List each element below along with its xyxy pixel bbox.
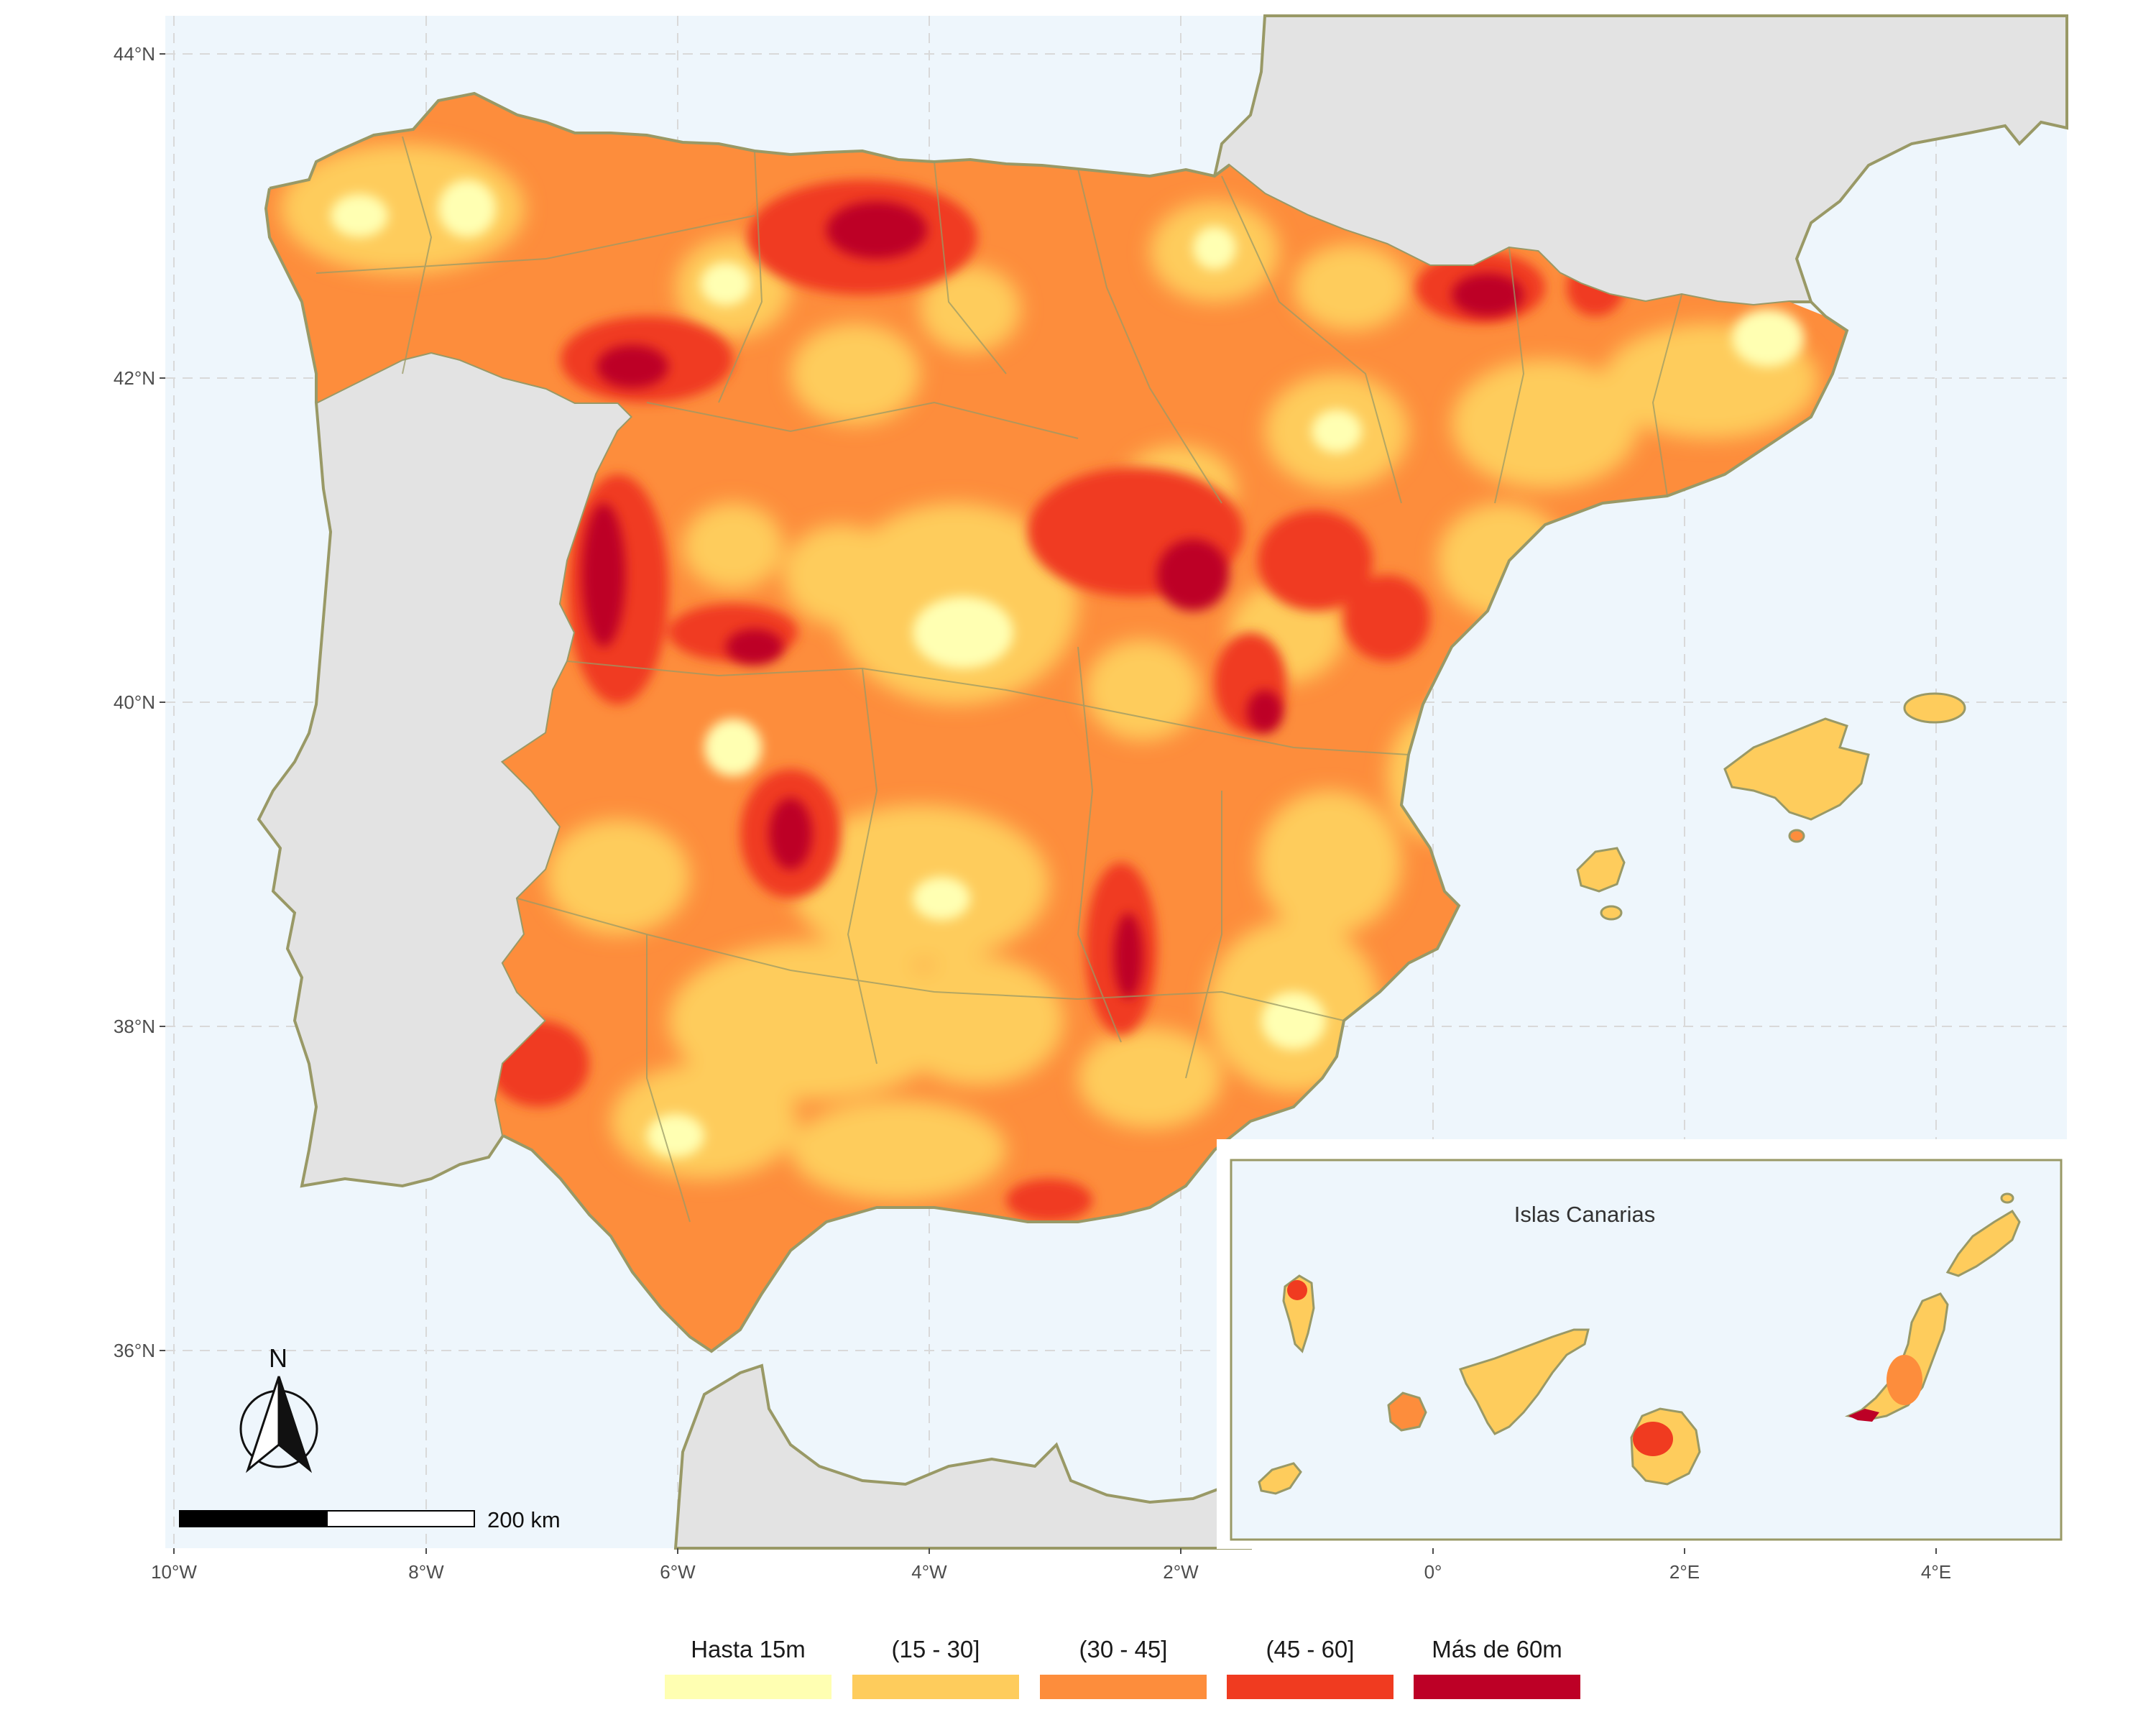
legend-item: Más de 60m xyxy=(1414,1636,1580,1699)
y-axis: 44°N 42°N 40°N 38°N 36°N xyxy=(114,43,165,1361)
island-tenerife xyxy=(1459,1328,1590,1435)
y-tick-label: 36°N xyxy=(114,1340,155,1361)
ibiza xyxy=(1576,847,1626,893)
scale-bar: 200 km xyxy=(179,1507,561,1532)
y-tick-label: 38°N xyxy=(114,1016,155,1037)
north-arrow: N xyxy=(239,1343,318,1473)
legend-label: (15 - 30] xyxy=(892,1636,980,1662)
island-la-palma-hotspot xyxy=(1287,1280,1307,1300)
island-la-graciosa xyxy=(2000,1192,2014,1204)
x-tick-label: 0° xyxy=(1424,1561,1442,1583)
canarias-inset: Islas Canarias xyxy=(1217,1139,2072,1549)
north-arrow-label: N xyxy=(269,1343,287,1373)
scale-bar-label: 200 km xyxy=(487,1507,561,1532)
island-fuerteventura-orange xyxy=(1886,1355,1922,1405)
island-lanzarote xyxy=(1945,1209,2021,1277)
legend-label: Hasta 15m xyxy=(691,1636,806,1662)
legend-label: Más de 60m xyxy=(1432,1636,1562,1662)
x-tick-label: 4°W xyxy=(911,1561,947,1583)
island-gran-canaria-hotspot xyxy=(1633,1422,1673,1456)
morocco-landmass xyxy=(673,1363,1252,1550)
y-tick-label: 44°N xyxy=(114,43,155,65)
x-tick-label: 8°W xyxy=(408,1561,444,1583)
legend-label: (45 - 60] xyxy=(1266,1636,1355,1662)
spain-coastline xyxy=(264,91,1849,1353)
x-tick-label: 10°W xyxy=(151,1561,197,1583)
island-fuerteventura-hotspot xyxy=(1848,1409,1879,1422)
north-arrow-right-half xyxy=(277,1376,313,1473)
legend-swatch xyxy=(1040,1675,1207,1699)
scale-bar-black-segment xyxy=(179,1510,328,1527)
legend-swatch xyxy=(665,1675,831,1699)
island-el-hierro xyxy=(1258,1462,1302,1495)
main-map-panel: N 200 km xyxy=(165,14,2068,1550)
legend-item: (30 - 45] xyxy=(1040,1636,1207,1699)
island-la-gomera xyxy=(1387,1392,1427,1432)
legend-item: (15 - 30] xyxy=(852,1636,1019,1699)
balearic-islands xyxy=(1576,692,1966,921)
formentera xyxy=(1600,905,1623,921)
x-tick-label: 6°W xyxy=(660,1561,696,1583)
x-tick-label: 2°E xyxy=(1669,1561,1700,1583)
mallorca xyxy=(1723,717,1870,821)
y-tick-label: 40°N xyxy=(114,691,155,713)
x-tick-label: 2°W xyxy=(1163,1561,1199,1583)
spain-heatmap xyxy=(264,91,1849,1353)
legend-swatch xyxy=(1414,1675,1580,1699)
y-tick-label: 42°N xyxy=(114,367,155,389)
province-borders xyxy=(315,136,1682,1223)
menorca xyxy=(1903,692,1966,724)
legend-item: (45 - 60] xyxy=(1227,1636,1393,1699)
legend-label: (30 - 45] xyxy=(1079,1636,1168,1662)
legend: Hasta 15m (15 - 30] (30 - 45] (45 - 60] … xyxy=(665,1636,1580,1699)
island-fuerteventura xyxy=(1844,1292,1949,1421)
legend-item: Hasta 15m xyxy=(665,1636,831,1699)
scale-bar-white-segment xyxy=(326,1510,475,1527)
x-axis: 10°W 8°W 6°W 4°W 2°W 0° 2°E 4°E xyxy=(151,1548,1951,1583)
legend-swatch xyxy=(1227,1675,1393,1699)
x-tick-label: 4°E xyxy=(1921,1561,1951,1583)
cabrera xyxy=(1788,829,1805,843)
legend-swatch xyxy=(852,1675,1019,1699)
inset-title: Islas Canarias xyxy=(1514,1202,1655,1227)
